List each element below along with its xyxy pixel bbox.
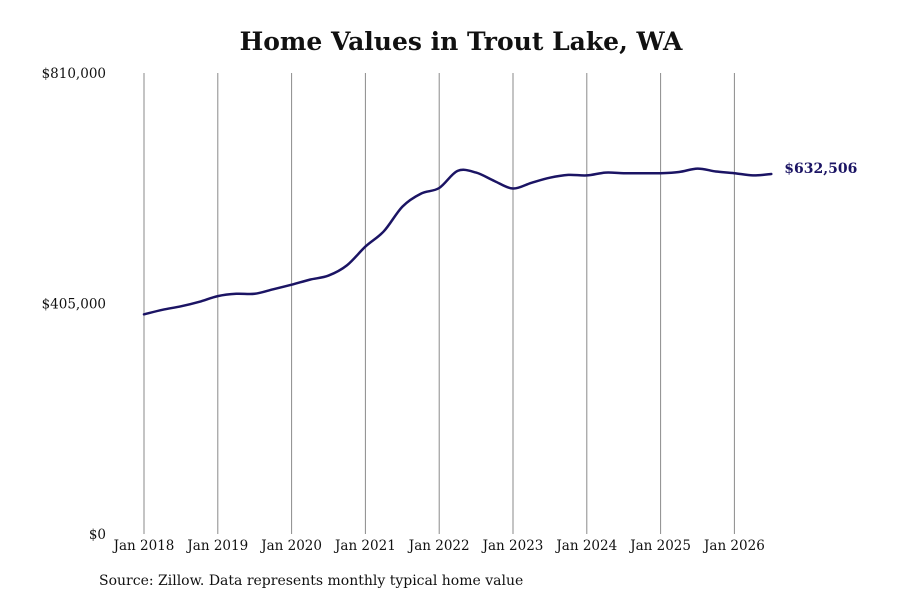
chart-title: Home Values in Trout Lake, WA (239, 27, 683, 56)
home-value-line (142, 167, 773, 316)
end-label-layer: $632,506 (784, 161, 857, 177)
y-tick-label: $405,000 (42, 297, 106, 313)
x-tick-label: Jan 2022 (407, 538, 470, 554)
x-tick-label: Jan 2023 (481, 538, 544, 554)
x-axis: Jan 2018 Jan 2019 Jan 2020 Jan 2021 Jan 2022… (112, 538, 765, 554)
series-layer (142, 167, 773, 316)
x-tick-label: Jan 2025 (628, 538, 691, 554)
x-tick-label: Jan 2021 (333, 538, 396, 554)
gridlines (143, 73, 735, 534)
x-tick-label: Jan 2018 (112, 538, 175, 554)
x-tick-label: Jan 2020 (259, 538, 322, 554)
x-tick-label: Jan 2026 (702, 538, 765, 554)
source-note: Source: Zillow. Data represents monthly … (99, 573, 524, 589)
y-tick-label: $810,000 (42, 66, 106, 82)
y-tick-label: $0 (89, 527, 106, 543)
x-tick-label: Jan 2019 (185, 538, 248, 554)
end-value-label: $632,506 (784, 161, 857, 177)
x-tick-label: Jan 2024 (554, 538, 617, 554)
y-axis: $0 $405,000 $810,000 (42, 66, 106, 543)
